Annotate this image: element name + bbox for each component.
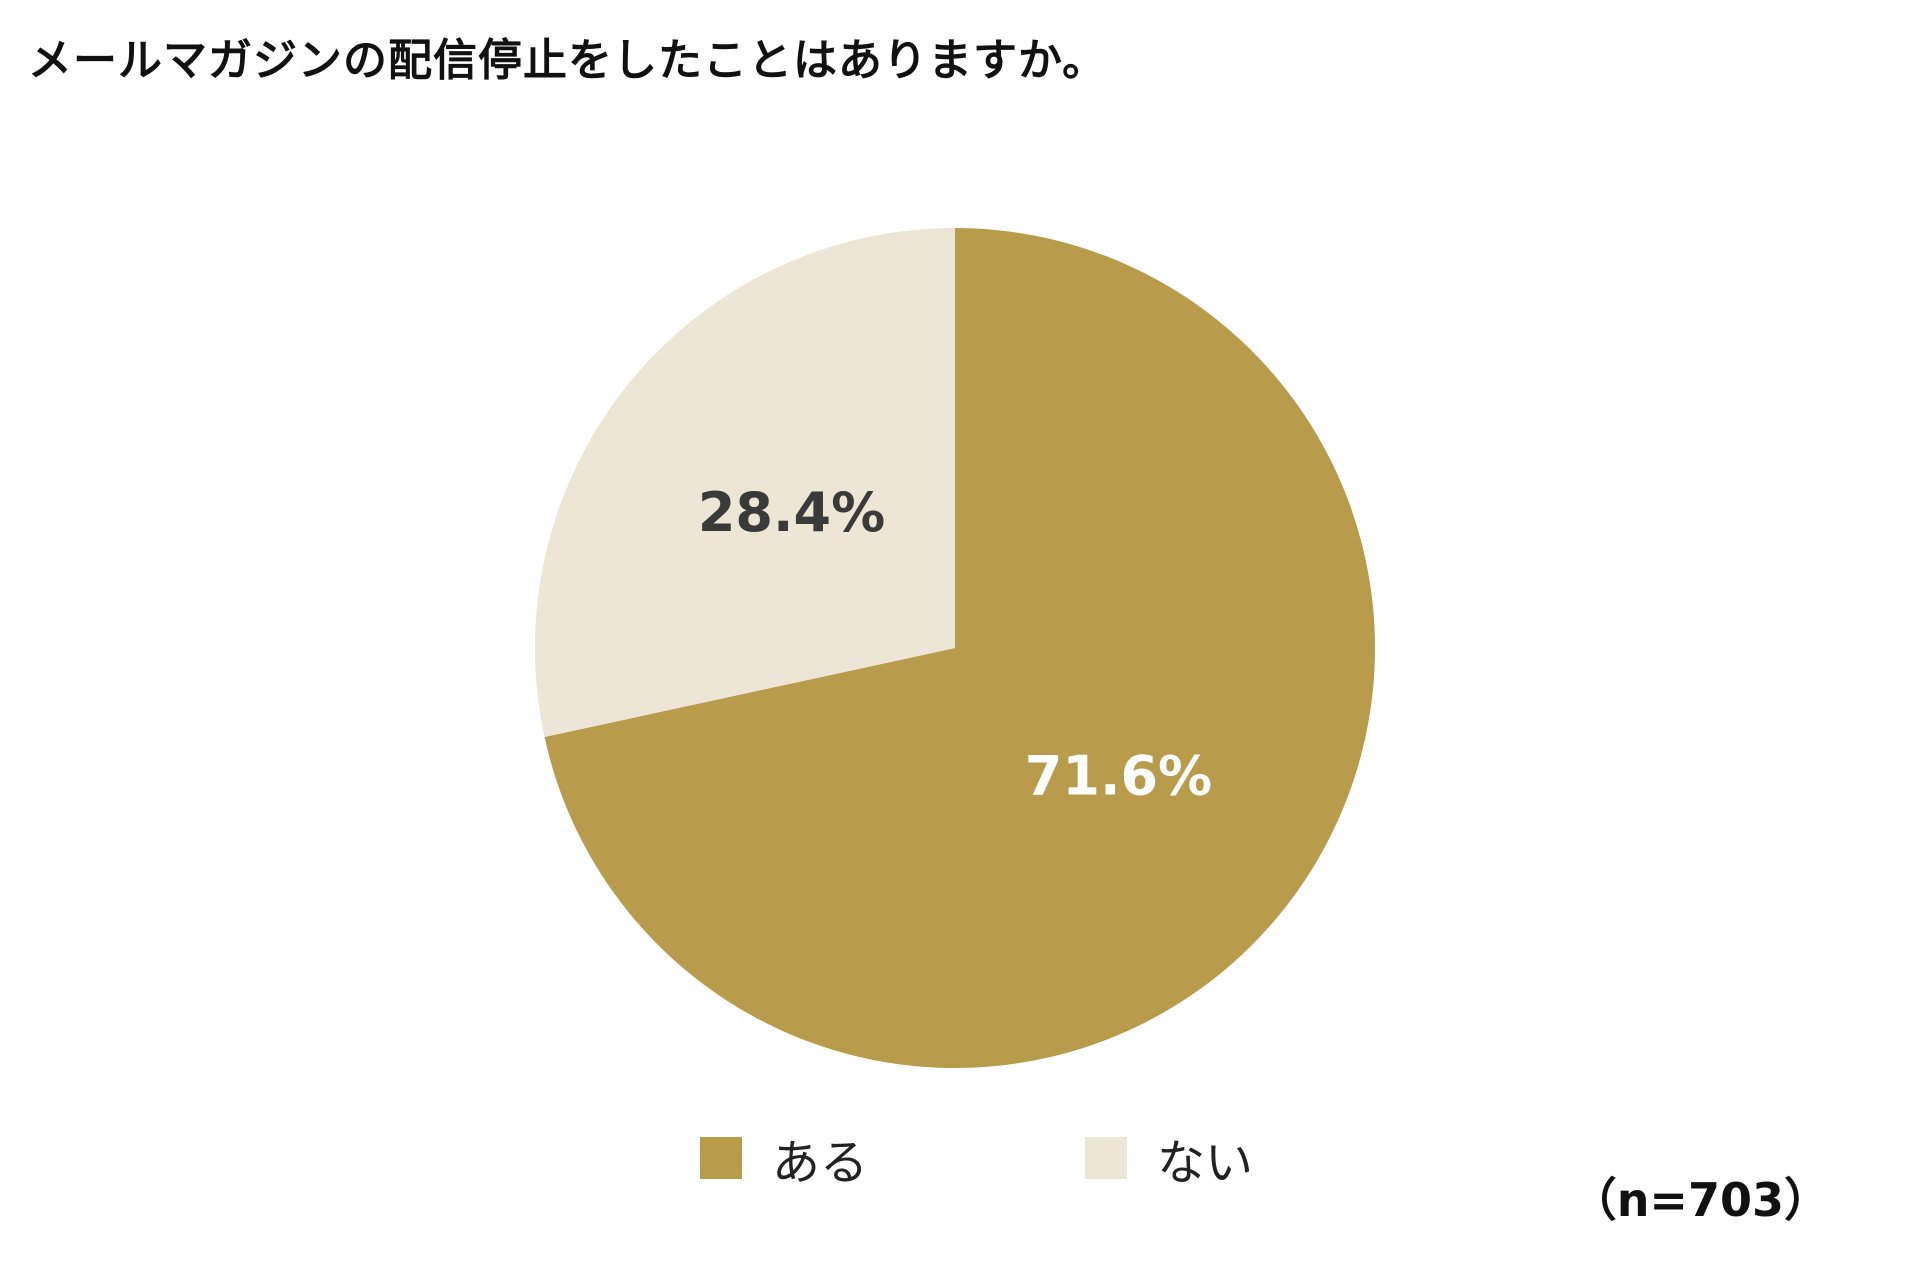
legend-swatch-nai	[1085, 1137, 1127, 1179]
legend-item-aru: ある	[700, 1128, 868, 1191]
legend-label-nai: ない	[1157, 1135, 1254, 1191]
sample-size-note: （n=703）	[1570, 1173, 1830, 1227]
slice-label-nai: 28.4%	[698, 481, 885, 544]
legend-label-aru: ある	[772, 1135, 869, 1191]
slice-label-aru: 71.6%	[1025, 744, 1212, 807]
pie-slice-aru	[544, 228, 1375, 1068]
chart-legend: ある ない	[0, 1128, 1920, 1191]
legend-swatch-aru	[700, 1137, 742, 1179]
pie-slice-nai	[534, 228, 955, 738]
legend-item-nai: ない	[1085, 1128, 1253, 1191]
chart-title: メールマガジンの配信停止をしたことはありますか。	[28, 35, 1108, 86]
